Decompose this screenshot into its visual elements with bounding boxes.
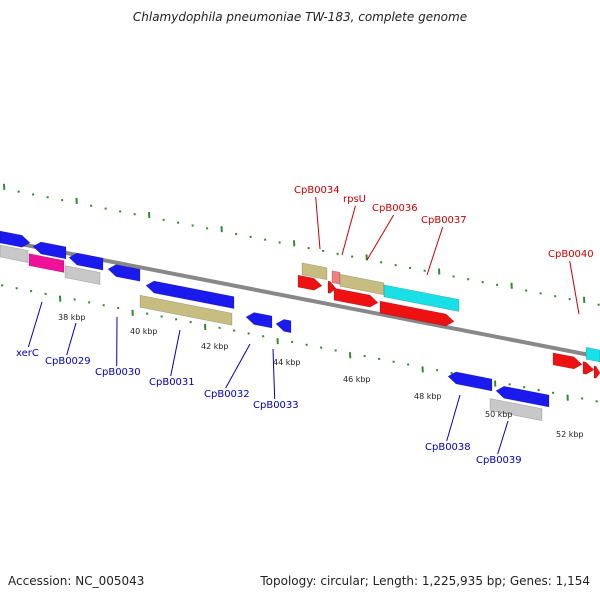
label-leader-line [315,196,321,250]
ruler-label: 52 kbp [556,430,584,439]
gene-label-forward: CpB0034 [294,185,340,196]
gene-label-reverse: xerC [16,348,39,359]
map-title: Chlamydophila pneumoniae TW-183, complet… [132,10,468,24]
ruler-label: 46 kbp [343,375,371,384]
gene-feature [139,294,233,326]
gene-feature [333,287,379,308]
gene-feature [327,280,337,294]
label-leader-line [27,301,43,348]
gene-feature [28,253,65,273]
label-leader-line [366,214,395,261]
label-leader-line [569,260,580,315]
label-leader-line [272,348,276,400]
ruler-label: 42 kbp [201,342,229,351]
gene-feature [552,352,583,370]
label-leader-line [497,420,509,455]
gene-feature [107,264,141,282]
gene-feature [331,270,341,285]
gene-feature [383,284,460,312]
genome-summary-text: Topology: circular; Length: 1,225,935 bp… [260,574,590,588]
gene-feature [64,265,101,285]
label-leader-line [426,226,444,276]
gene-feature [447,371,493,392]
gene-feature [68,252,104,271]
gene-feature [0,244,29,263]
gene-feature [297,274,323,291]
gene-label-forward: CpB0040 [548,249,594,260]
gene-label-reverse: CpB0039 [476,455,522,466]
gene-feature [495,385,550,408]
gene-label-forward: CpB0036 [372,203,418,214]
gene-feature [0,230,31,248]
gene-feature [582,361,595,375]
gene-feature [245,312,273,329]
label-leader-line [170,329,181,377]
gene-label-reverse: CpB0032 [204,389,250,400]
gene-label-reverse: CpB0038 [425,442,471,453]
gene-label-reverse: CpB0031 [149,377,195,388]
gene-label-forward: CpB0037 [421,215,467,226]
gene-features [0,230,600,422]
ruler-label: 44 kbp [273,358,301,367]
label-leader-line [225,343,251,389]
accession-text: Accession: NC_005043 [8,574,145,588]
gene-label-reverse: CpB0033 [253,400,299,411]
gene-feature [379,300,455,327]
label-leader-line [341,205,356,256]
gene-label-forward: rpsU [343,194,366,205]
label-leader-line [446,394,461,442]
gene-label-reverse: CpB0029 [45,356,91,367]
ruler-label: 50 kbp [485,410,513,419]
label-leader-line [66,322,77,356]
gene-feature [145,280,235,309]
label-leader-lines [27,196,580,455]
inner-tick-ring [1,284,598,403]
gene-feature [489,398,543,422]
gene-feature [301,262,328,281]
gene-feature [275,319,292,334]
outer-tick-ring [3,183,600,306]
ruler-label: 38 kbp [58,313,86,322]
gene-feature [32,241,67,260]
ruler-label: 48 kbp [414,392,442,401]
gene-feature [585,346,600,363]
ruler-labels: 38 kbp 40 kbp 42 kbp 44 kbp 46 kbp 48 kbp 50 k… [58,313,584,439]
ruler-label: 40 kbp [130,327,158,336]
gene-label-reverse: CpB0030 [95,367,141,378]
gene-feature [593,365,600,379]
